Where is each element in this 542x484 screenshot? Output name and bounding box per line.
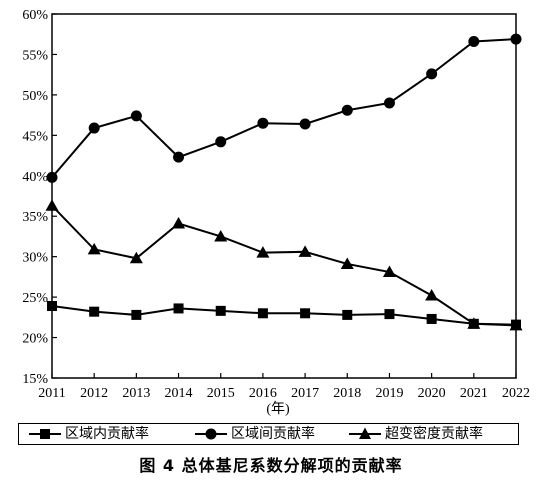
x-tick-label: 2014 bbox=[165, 386, 193, 401]
plot-frame bbox=[51, 13, 517, 379]
series-line bbox=[51, 38, 517, 179]
legend-label: 区域间贡献率 bbox=[231, 426, 315, 442]
line-chart: 15% 20% 25% 30% 35% 40% 45% 50% 55% 60% 2011 2012 20… bbox=[22, 8, 530, 417]
data-point-square bbox=[426, 313, 437, 324]
data-point-circle bbox=[510, 33, 522, 45]
y-tick-label: 25% bbox=[22, 291, 48, 306]
data-point-square bbox=[342, 309, 353, 320]
x-tick-label: 2020 bbox=[418, 386, 446, 401]
y-tick-label: 15% bbox=[22, 372, 48, 387]
data-point-triangle bbox=[172, 217, 186, 229]
x-tick-label: 2018 bbox=[333, 386, 361, 401]
data-point-square bbox=[300, 308, 311, 319]
circle-marker-icon bbox=[195, 428, 227, 440]
data-point-circle bbox=[46, 171, 58, 183]
data-point-circle bbox=[299, 118, 311, 130]
y-tick-label: 50% bbox=[22, 89, 48, 104]
x-tick-label: 2019 bbox=[375, 386, 403, 401]
data-point-circle bbox=[88, 122, 100, 134]
data-point-square bbox=[215, 305, 226, 316]
data-point-triangle bbox=[298, 245, 312, 257]
data-point-circle bbox=[468, 36, 480, 48]
data-point-triangle bbox=[382, 265, 396, 278]
data-point-circle bbox=[130, 110, 142, 122]
series-line bbox=[51, 305, 517, 326]
x-tick-label: 2012 bbox=[80, 386, 108, 401]
data-point-circle bbox=[426, 68, 438, 80]
y-tick-label: 30% bbox=[22, 251, 48, 266]
data-point-square bbox=[47, 301, 57, 312]
data-point-triangle bbox=[425, 288, 439, 301]
data-point-triangle bbox=[45, 199, 59, 211]
data-point-triangle bbox=[509, 318, 523, 331]
data-point-circle bbox=[173, 151, 185, 163]
data-point-circle bbox=[257, 117, 269, 129]
data-point-triangle bbox=[256, 246, 270, 258]
data-point-triangle bbox=[467, 317, 481, 329]
data-point-square bbox=[89, 306, 100, 317]
y-tick-label: 55% bbox=[22, 48, 48, 63]
legend-label: 超变密度贡献率 bbox=[385, 426, 483, 442]
data-point-triangle bbox=[214, 229, 228, 242]
y-tick-label: 20% bbox=[22, 332, 48, 347]
axes: 15% 20% 25% 30% 35% 40% 45% 50% 55% 60% 2011 2012 20… bbox=[22, 8, 530, 401]
y-tick-label: 45% bbox=[22, 129, 48, 144]
data-point-square bbox=[384, 309, 395, 320]
data-point-square bbox=[131, 309, 142, 320]
data-point-square bbox=[257, 308, 268, 319]
data-point-square bbox=[173, 303, 184, 314]
series-line bbox=[51, 205, 517, 327]
x-tick-label: 2013 bbox=[122, 386, 150, 401]
legend: 区域内贡献率 区域间贡献率 超变密度贡献率 bbox=[18, 423, 519, 445]
legend-label: 区域内贡献率 bbox=[65, 426, 149, 442]
x-axis-label: (年) bbox=[266, 401, 290, 417]
series-layer bbox=[45, 33, 523, 331]
y-tick-label: 60% bbox=[22, 8, 48, 23]
data-point-circle bbox=[383, 97, 395, 109]
y-tick-label: 40% bbox=[22, 170, 48, 185]
data-point-circle bbox=[341, 104, 353, 116]
x-tick-label: 2011 bbox=[38, 386, 65, 401]
square-marker-icon bbox=[29, 429, 61, 439]
y-tick-label: 35% bbox=[22, 210, 48, 225]
figure-caption: 图 4 总体基尼系数分解项的贡献率 bbox=[139, 456, 403, 475]
data-point-triangle bbox=[87, 242, 101, 255]
x-tick-label: 2022 bbox=[502, 386, 530, 401]
x-tick-label: 2021 bbox=[460, 386, 488, 401]
data-point-triangle bbox=[340, 257, 354, 269]
x-tick-label: 2017 bbox=[291, 386, 319, 401]
data-point-circle bbox=[215, 136, 227, 148]
triangle-marker-icon bbox=[349, 427, 381, 439]
x-tick-label: 2016 bbox=[249, 386, 277, 401]
data-point-triangle bbox=[129, 251, 143, 264]
x-tick-label: 2015 bbox=[207, 386, 235, 401]
